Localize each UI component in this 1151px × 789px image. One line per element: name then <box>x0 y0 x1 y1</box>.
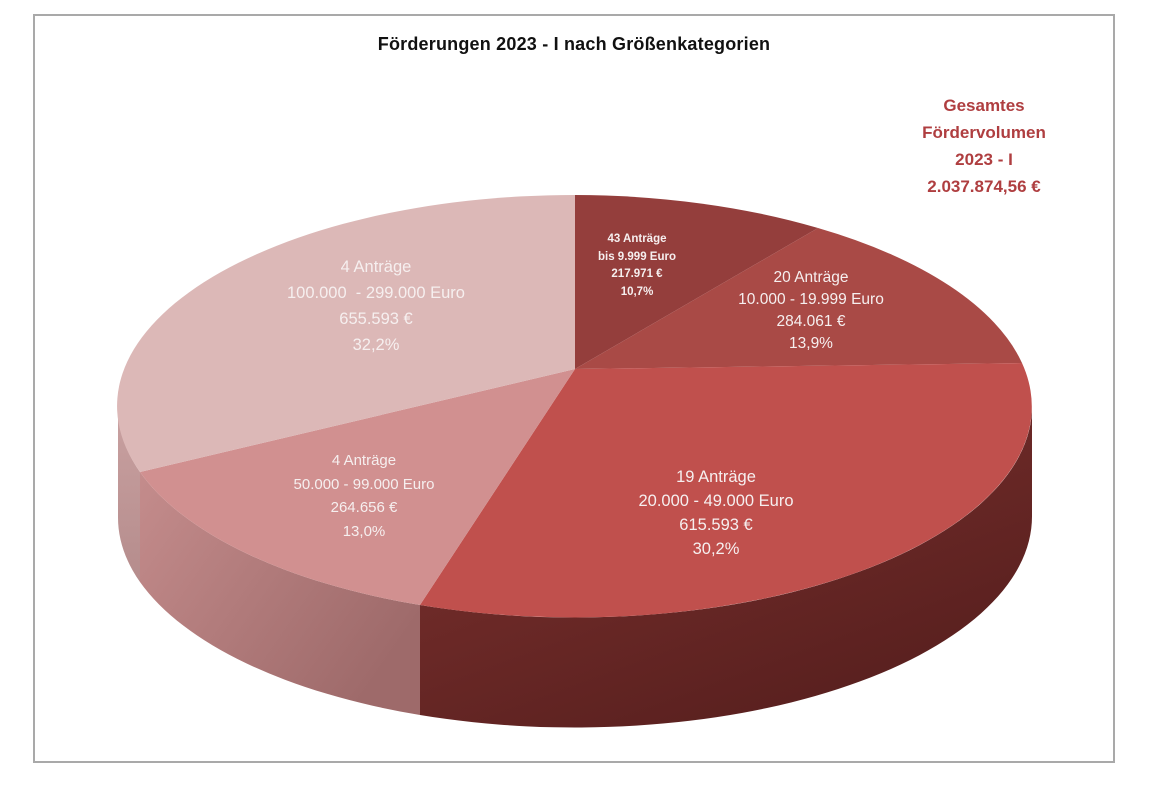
slice-count: 43 Anträge <box>607 233 667 245</box>
slice-count: 19 Anträge <box>676 468 756 486</box>
slice-range: 50.000 - 99.000 Euro <box>293 475 435 493</box>
total-volume-annotation: Gesamtes Fördervolumen 2023 - I 2.037.87… <box>868 92 1100 200</box>
annotation-line-2: Fördervolumen <box>922 123 1046 142</box>
slice-percent: 13,9% <box>789 335 833 352</box>
slice-percent: 13,0% <box>342 522 386 540</box>
slice-label-bis-9999: 43 Anträge bis 9.999 Euro 217.971 € 10,7… <box>562 231 712 301</box>
slice-range: 20.000 - 49.000 Euro <box>638 492 794 510</box>
pie-slice-100000-299000 <box>117 194 575 472</box>
slice-range: 10.000 - 19.999 Euro <box>738 291 884 308</box>
slice-amount: 284.061 € <box>776 313 846 330</box>
slice-amount: 217.971 € <box>611 268 663 280</box>
pie-wall-20000-49000 <box>420 406 1033 728</box>
pie-slice-bis-9999 <box>575 195 818 369</box>
slice-percent: 10,7% <box>620 285 654 298</box>
annotation-line-1: Gesamtes <box>943 96 1025 115</box>
slice-amount: 615.593 € <box>679 516 753 534</box>
slice-label-10000-19999: 20 Anträge 10.000 - 19.999 Euro 284.061 … <box>696 267 926 355</box>
slice-amount: 655.593 € <box>339 310 413 328</box>
annotation-line-4: 2.037.874,56 € <box>927 177 1041 196</box>
slice-percent: 32,2% <box>352 336 400 354</box>
slice-range: bis 9.999 Euro <box>598 250 676 263</box>
slice-count: 4 Anträge <box>331 452 397 469</box>
pie-wall-50000-99000 <box>140 472 420 715</box>
slice-label-50000-99000: 4 Anträge 50.000 - 99.000 Euro 264.656 €… <box>249 449 479 543</box>
slice-count: 20 Anträge <box>773 269 849 286</box>
slice-range: 100.000 - 299.000 Euro <box>287 284 465 302</box>
slice-label-20000-49000: 19 Anträge 20.000 - 49.000 Euro 615.593 … <box>586 465 846 561</box>
annotation-line-3: 2023 - I <box>955 150 1013 169</box>
chart-title: Förderungen 2023 - I nach Größenkategori… <box>377 34 771 54</box>
pie-wall-100000-299000 <box>117 406 140 582</box>
pie-slice-20000-49000 <box>420 363 1032 618</box>
slice-label-100000-299000: 4 Anträge 100.000 - 299.000 Euro 655.593… <box>226 254 526 358</box>
pie-slice-10000-19999 <box>575 228 1022 369</box>
pie-slice-50000-99000 <box>140 369 575 605</box>
slice-count: 4 Anträge <box>340 258 412 276</box>
slice-amount: 264.656 € <box>330 499 398 516</box>
slice-percent: 30,2% <box>692 540 740 558</box>
